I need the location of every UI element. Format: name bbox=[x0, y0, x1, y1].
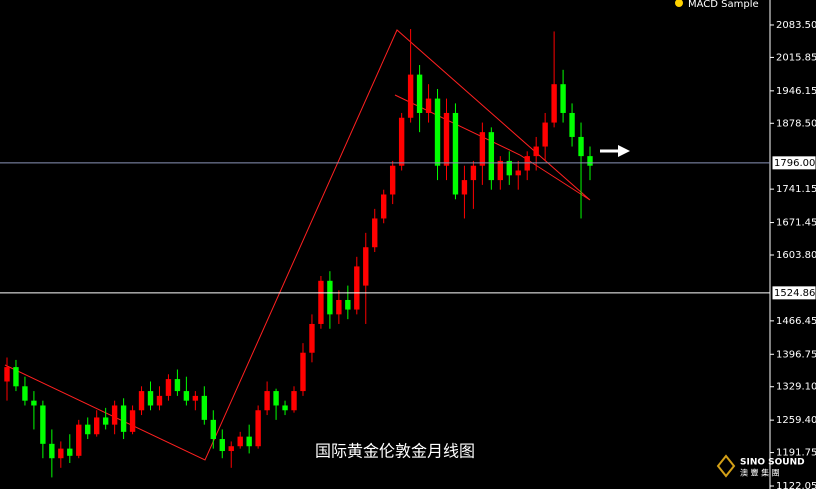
level-label: 1524.86 bbox=[774, 288, 815, 299]
candle-body bbox=[147, 391, 154, 406]
candle-body bbox=[219, 439, 225, 452]
candle-body bbox=[102, 417, 109, 425]
candle-body bbox=[94, 417, 100, 435]
level-label-box bbox=[771, 285, 816, 301]
candle-body bbox=[174, 379, 181, 392]
candle-body bbox=[587, 156, 593, 166]
candle-body bbox=[416, 74, 423, 113]
candle-body bbox=[49, 443, 55, 459]
candle-body bbox=[497, 160, 503, 181]
candle-body bbox=[129, 410, 136, 432]
candle-body bbox=[282, 405, 288, 411]
y-tick-label: 1603.80 bbox=[776, 250, 816, 261]
candle-body bbox=[246, 436, 252, 447]
level-label: 1796.00 bbox=[774, 158, 815, 169]
candle-body bbox=[506, 160, 512, 176]
candle-body bbox=[434, 98, 441, 166]
candle-body bbox=[138, 391, 145, 411]
logo-icon bbox=[716, 454, 736, 478]
arrow-head bbox=[618, 145, 630, 157]
candle-body bbox=[407, 74, 414, 118]
candle-body bbox=[515, 170, 521, 176]
trend-lines bbox=[4, 29, 591, 461]
candle-body bbox=[22, 386, 28, 401]
candle-body bbox=[201, 395, 208, 420]
candle-body bbox=[85, 424, 91, 435]
candle-body bbox=[111, 405, 118, 425]
candle-body bbox=[67, 448, 73, 456]
candle-body bbox=[76, 424, 82, 456]
candle-body bbox=[192, 395, 199, 401]
y-tick-label: 1259.40 bbox=[776, 415, 816, 426]
y-tick-label: 2083.50 bbox=[776, 20, 816, 31]
candle-body bbox=[318, 280, 324, 324]
chart-caption: 国际黄金伦敦金月线图 bbox=[315, 442, 475, 461]
y-tick-label: 1466.45 bbox=[776, 316, 816, 327]
candle-body bbox=[533, 146, 539, 157]
candle-body bbox=[398, 117, 405, 166]
y-tick-label: 1671.45 bbox=[776, 218, 816, 229]
candle-body bbox=[309, 323, 315, 353]
candle-body bbox=[425, 98, 432, 113]
indicator-label: MACD Sample bbox=[688, 0, 759, 10]
candle-body bbox=[273, 391, 279, 406]
candle-body bbox=[381, 194, 387, 219]
candle-body bbox=[120, 405, 127, 432]
candle-body bbox=[488, 132, 495, 181]
candle-body bbox=[345, 299, 351, 310]
candle-body bbox=[228, 446, 234, 452]
y-tick-label: 1946.15 bbox=[776, 86, 816, 97]
candle-body bbox=[372, 218, 378, 248]
candle-body bbox=[291, 391, 297, 411]
candle-body bbox=[461, 180, 468, 195]
candle-body bbox=[551, 84, 557, 123]
y-tick-label: 1741.15 bbox=[776, 184, 816, 195]
candle-body bbox=[183, 391, 190, 401]
candle-body bbox=[237, 436, 243, 447]
candle-body bbox=[13, 367, 19, 387]
candle-body bbox=[156, 395, 163, 406]
candle-body bbox=[452, 112, 459, 195]
candle-body bbox=[31, 400, 37, 406]
candle-body bbox=[255, 410, 261, 447]
candle-body bbox=[479, 132, 486, 166]
candle-body bbox=[569, 112, 575, 137]
candle-body bbox=[4, 367, 10, 382]
candle-body bbox=[165, 379, 172, 396]
candle-body bbox=[300, 352, 306, 392]
candle-body bbox=[389, 165, 396, 195]
logo-name: SINO SOUND bbox=[740, 458, 805, 468]
y-tick-label: 1878.50 bbox=[776, 118, 816, 129]
logo-subtitle: 澳 豐 集 團 bbox=[740, 468, 780, 478]
smile-icon bbox=[675, 0, 683, 7]
candle-body bbox=[560, 84, 566, 113]
y-tick-label: 1191.75 bbox=[776, 448, 816, 459]
candle-body bbox=[578, 136, 584, 157]
level-label-box bbox=[771, 155, 816, 171]
y-tick-label: 1329.10 bbox=[776, 382, 816, 393]
candle-body bbox=[327, 280, 333, 315]
candle-body bbox=[470, 165, 477, 181]
candle-body bbox=[363, 247, 369, 286]
candle-body bbox=[264, 391, 270, 411]
candle-body bbox=[210, 419, 216, 440]
candle-body bbox=[354, 266, 360, 310]
y-tick-label: 1396.75 bbox=[776, 349, 816, 360]
candle-body bbox=[40, 405, 46, 444]
y-tick-label: 1122.05 bbox=[776, 481, 816, 489]
candle-body bbox=[443, 112, 450, 166]
candle-body bbox=[542, 122, 548, 147]
candle-body bbox=[58, 448, 64, 459]
y-tick-label: 2015.85 bbox=[776, 52, 816, 63]
candle-body bbox=[336, 299, 342, 315]
